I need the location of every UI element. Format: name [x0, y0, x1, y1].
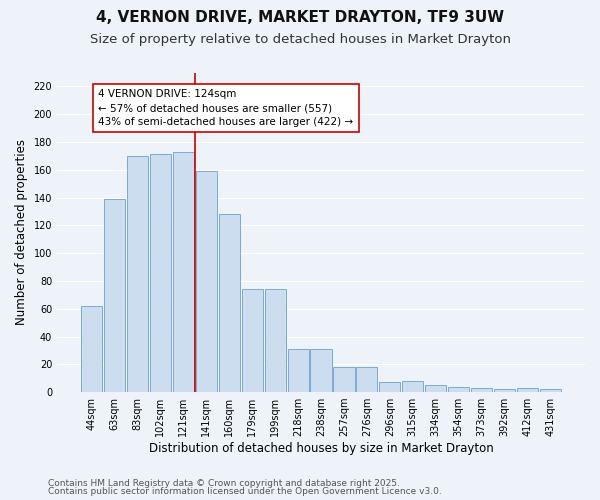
Bar	[242, 290, 263, 392]
Text: 4 VERNON DRIVE: 124sqm
← 57% of detached houses are smaller (557)
43% of semi-de: 4 VERNON DRIVE: 124sqm ← 57% of detached…	[98, 89, 353, 127]
Y-axis label: Number of detached properties: Number of detached properties	[15, 140, 28, 326]
Bar	[150, 154, 171, 392]
Bar	[471, 388, 492, 392]
Bar	[494, 390, 515, 392]
Bar	[402, 381, 424, 392]
Bar	[310, 349, 332, 392]
Bar	[379, 382, 400, 392]
Bar	[540, 390, 561, 392]
Bar	[265, 290, 286, 392]
Bar	[127, 156, 148, 392]
Text: 4, VERNON DRIVE, MARKET DRAYTON, TF9 3UW: 4, VERNON DRIVE, MARKET DRAYTON, TF9 3UW	[96, 10, 504, 25]
Text: Size of property relative to detached houses in Market Drayton: Size of property relative to detached ho…	[89, 32, 511, 46]
Bar	[356, 367, 377, 392]
Text: Contains HM Land Registry data © Crown copyright and database right 2025.: Contains HM Land Registry data © Crown c…	[48, 478, 400, 488]
Text: Contains public sector information licensed under the Open Government Licence v3: Contains public sector information licen…	[48, 487, 442, 496]
Bar	[425, 385, 446, 392]
Bar	[218, 214, 240, 392]
Bar	[334, 367, 355, 392]
Bar	[81, 306, 102, 392]
Bar	[196, 171, 217, 392]
Bar	[287, 349, 308, 392]
Bar	[448, 386, 469, 392]
Bar	[104, 199, 125, 392]
Bar	[517, 388, 538, 392]
Bar	[173, 152, 194, 392]
X-axis label: Distribution of detached houses by size in Market Drayton: Distribution of detached houses by size …	[149, 442, 493, 455]
